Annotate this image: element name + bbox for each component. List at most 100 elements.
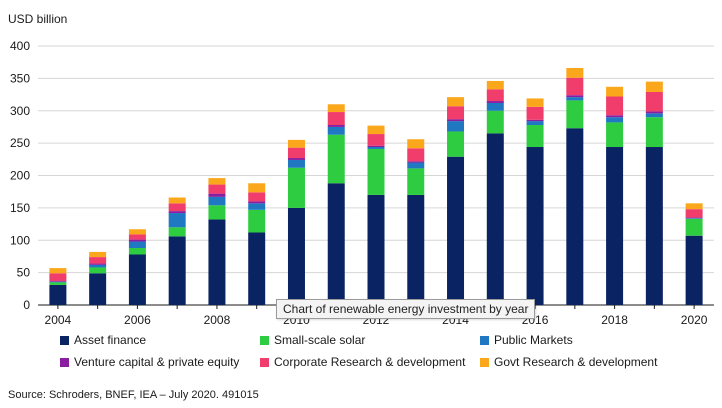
legend-item-govt-rd: Govt Research & development xyxy=(480,355,657,369)
legend-swatch xyxy=(480,357,489,367)
bar-segment xyxy=(645,117,663,148)
bar-segment xyxy=(407,194,425,305)
legend-label: Public Markets xyxy=(494,333,573,347)
y-tick-label: 100 xyxy=(10,233,30,247)
bar-segment xyxy=(407,168,425,195)
bar-segment xyxy=(49,268,67,274)
bar-segment xyxy=(645,113,663,118)
bar-segment xyxy=(327,112,345,125)
legend-swatch xyxy=(60,357,69,367)
bar-segment xyxy=(89,251,107,258)
bar-segment xyxy=(685,209,703,218)
bar-segment xyxy=(327,134,345,184)
bar-segment xyxy=(606,147,624,305)
bar-segment xyxy=(407,162,425,169)
bar-segment xyxy=(407,161,425,163)
bar-segment xyxy=(89,263,107,265)
source-note: Source: Schroders, BNEF, IEA – July 2020… xyxy=(8,389,259,401)
x-tick-label: 2008 xyxy=(204,313,231,327)
y-tick-label: 300 xyxy=(10,104,30,118)
legend-label: Small-scale solar xyxy=(274,333,366,347)
bar-segment xyxy=(327,183,345,305)
bar-segment xyxy=(168,236,186,305)
bar-segment xyxy=(645,91,663,112)
bar-segment xyxy=(168,227,186,237)
bar-segment xyxy=(287,167,305,208)
bar-segment xyxy=(606,117,624,123)
bar-segment xyxy=(248,201,266,204)
bar-segment xyxy=(89,267,107,274)
bar-segment xyxy=(208,184,226,194)
bar-segment xyxy=(606,122,624,148)
bar-segment xyxy=(49,282,67,285)
bar-segment xyxy=(327,104,345,113)
bar-segment xyxy=(447,119,465,122)
legend-item-small-scale-solar: Small-scale solar xyxy=(260,333,365,347)
bar-segment xyxy=(89,264,107,268)
x-tick-label: 2018 xyxy=(601,313,628,327)
bar-segment xyxy=(606,96,624,116)
legend-item-venture-capital: Venture capital & private equity xyxy=(60,355,239,369)
y-tick-label: 250 xyxy=(10,136,30,150)
bar-segment xyxy=(685,218,703,236)
bar-segment xyxy=(287,207,305,305)
bar-segment xyxy=(486,110,504,134)
bar-segment xyxy=(168,211,186,214)
bar-segment xyxy=(208,196,226,206)
bar-segment xyxy=(208,178,226,185)
bar-segment xyxy=(248,209,266,233)
bar-segment xyxy=(447,156,465,305)
bar-segment xyxy=(128,229,146,235)
bar-segment xyxy=(526,147,544,305)
x-tick-label: 2020 xyxy=(681,313,708,327)
bar-segment xyxy=(89,273,107,305)
bar-segment xyxy=(566,128,584,305)
legend-item-public-markets: Public Markets xyxy=(480,333,573,347)
bar-segment xyxy=(566,68,584,78)
bar-segment xyxy=(128,234,146,240)
bar-segment xyxy=(287,159,305,168)
legend-swatch xyxy=(60,335,69,345)
legend-label: Govt Research & development xyxy=(494,355,658,369)
legend-swatch xyxy=(260,357,269,367)
bar-segment xyxy=(49,281,67,282)
bar-segment xyxy=(208,193,226,197)
bar-segment xyxy=(566,77,584,96)
bar-segment xyxy=(248,232,266,305)
bar-segment xyxy=(566,97,584,101)
bar-segment xyxy=(287,158,305,160)
legend-item-corporate-rd: Corporate Research & development xyxy=(260,355,465,369)
bar-segment xyxy=(128,254,146,305)
bar-segment xyxy=(168,203,186,212)
legend-label: Asset finance xyxy=(74,333,147,347)
bar-segment xyxy=(486,80,504,90)
y-tick-label: 50 xyxy=(17,266,31,280)
bar-segment xyxy=(526,124,544,148)
bar-segment xyxy=(645,111,663,114)
bar-segment xyxy=(327,124,345,127)
bar-segment xyxy=(447,121,465,132)
bar-segment xyxy=(526,106,544,120)
bar-segment xyxy=(486,101,504,103)
bar-segment xyxy=(645,81,663,92)
y-tick-label: 200 xyxy=(10,169,30,183)
bar-segment xyxy=(526,121,544,125)
bar-segment xyxy=(685,217,703,219)
bar-segment xyxy=(367,147,385,149)
y-tick-label: 400 xyxy=(10,39,30,53)
legend-label: Corporate Research & development xyxy=(274,355,466,369)
bar-segment xyxy=(606,86,624,97)
bar-segment xyxy=(128,241,146,249)
bar-segment xyxy=(208,219,226,305)
bar-segment xyxy=(685,203,703,210)
legend-swatch xyxy=(480,335,489,345)
bar-segment xyxy=(327,126,345,135)
bar-segment xyxy=(486,89,504,102)
bar-segment xyxy=(49,281,67,283)
bar-segment xyxy=(685,235,703,305)
bar-segment xyxy=(287,139,305,148)
bar-segment xyxy=(168,213,186,228)
bar-segment xyxy=(447,97,465,107)
legend-item-asset-finance: Asset finance xyxy=(60,333,146,347)
bar-segment xyxy=(526,98,544,107)
